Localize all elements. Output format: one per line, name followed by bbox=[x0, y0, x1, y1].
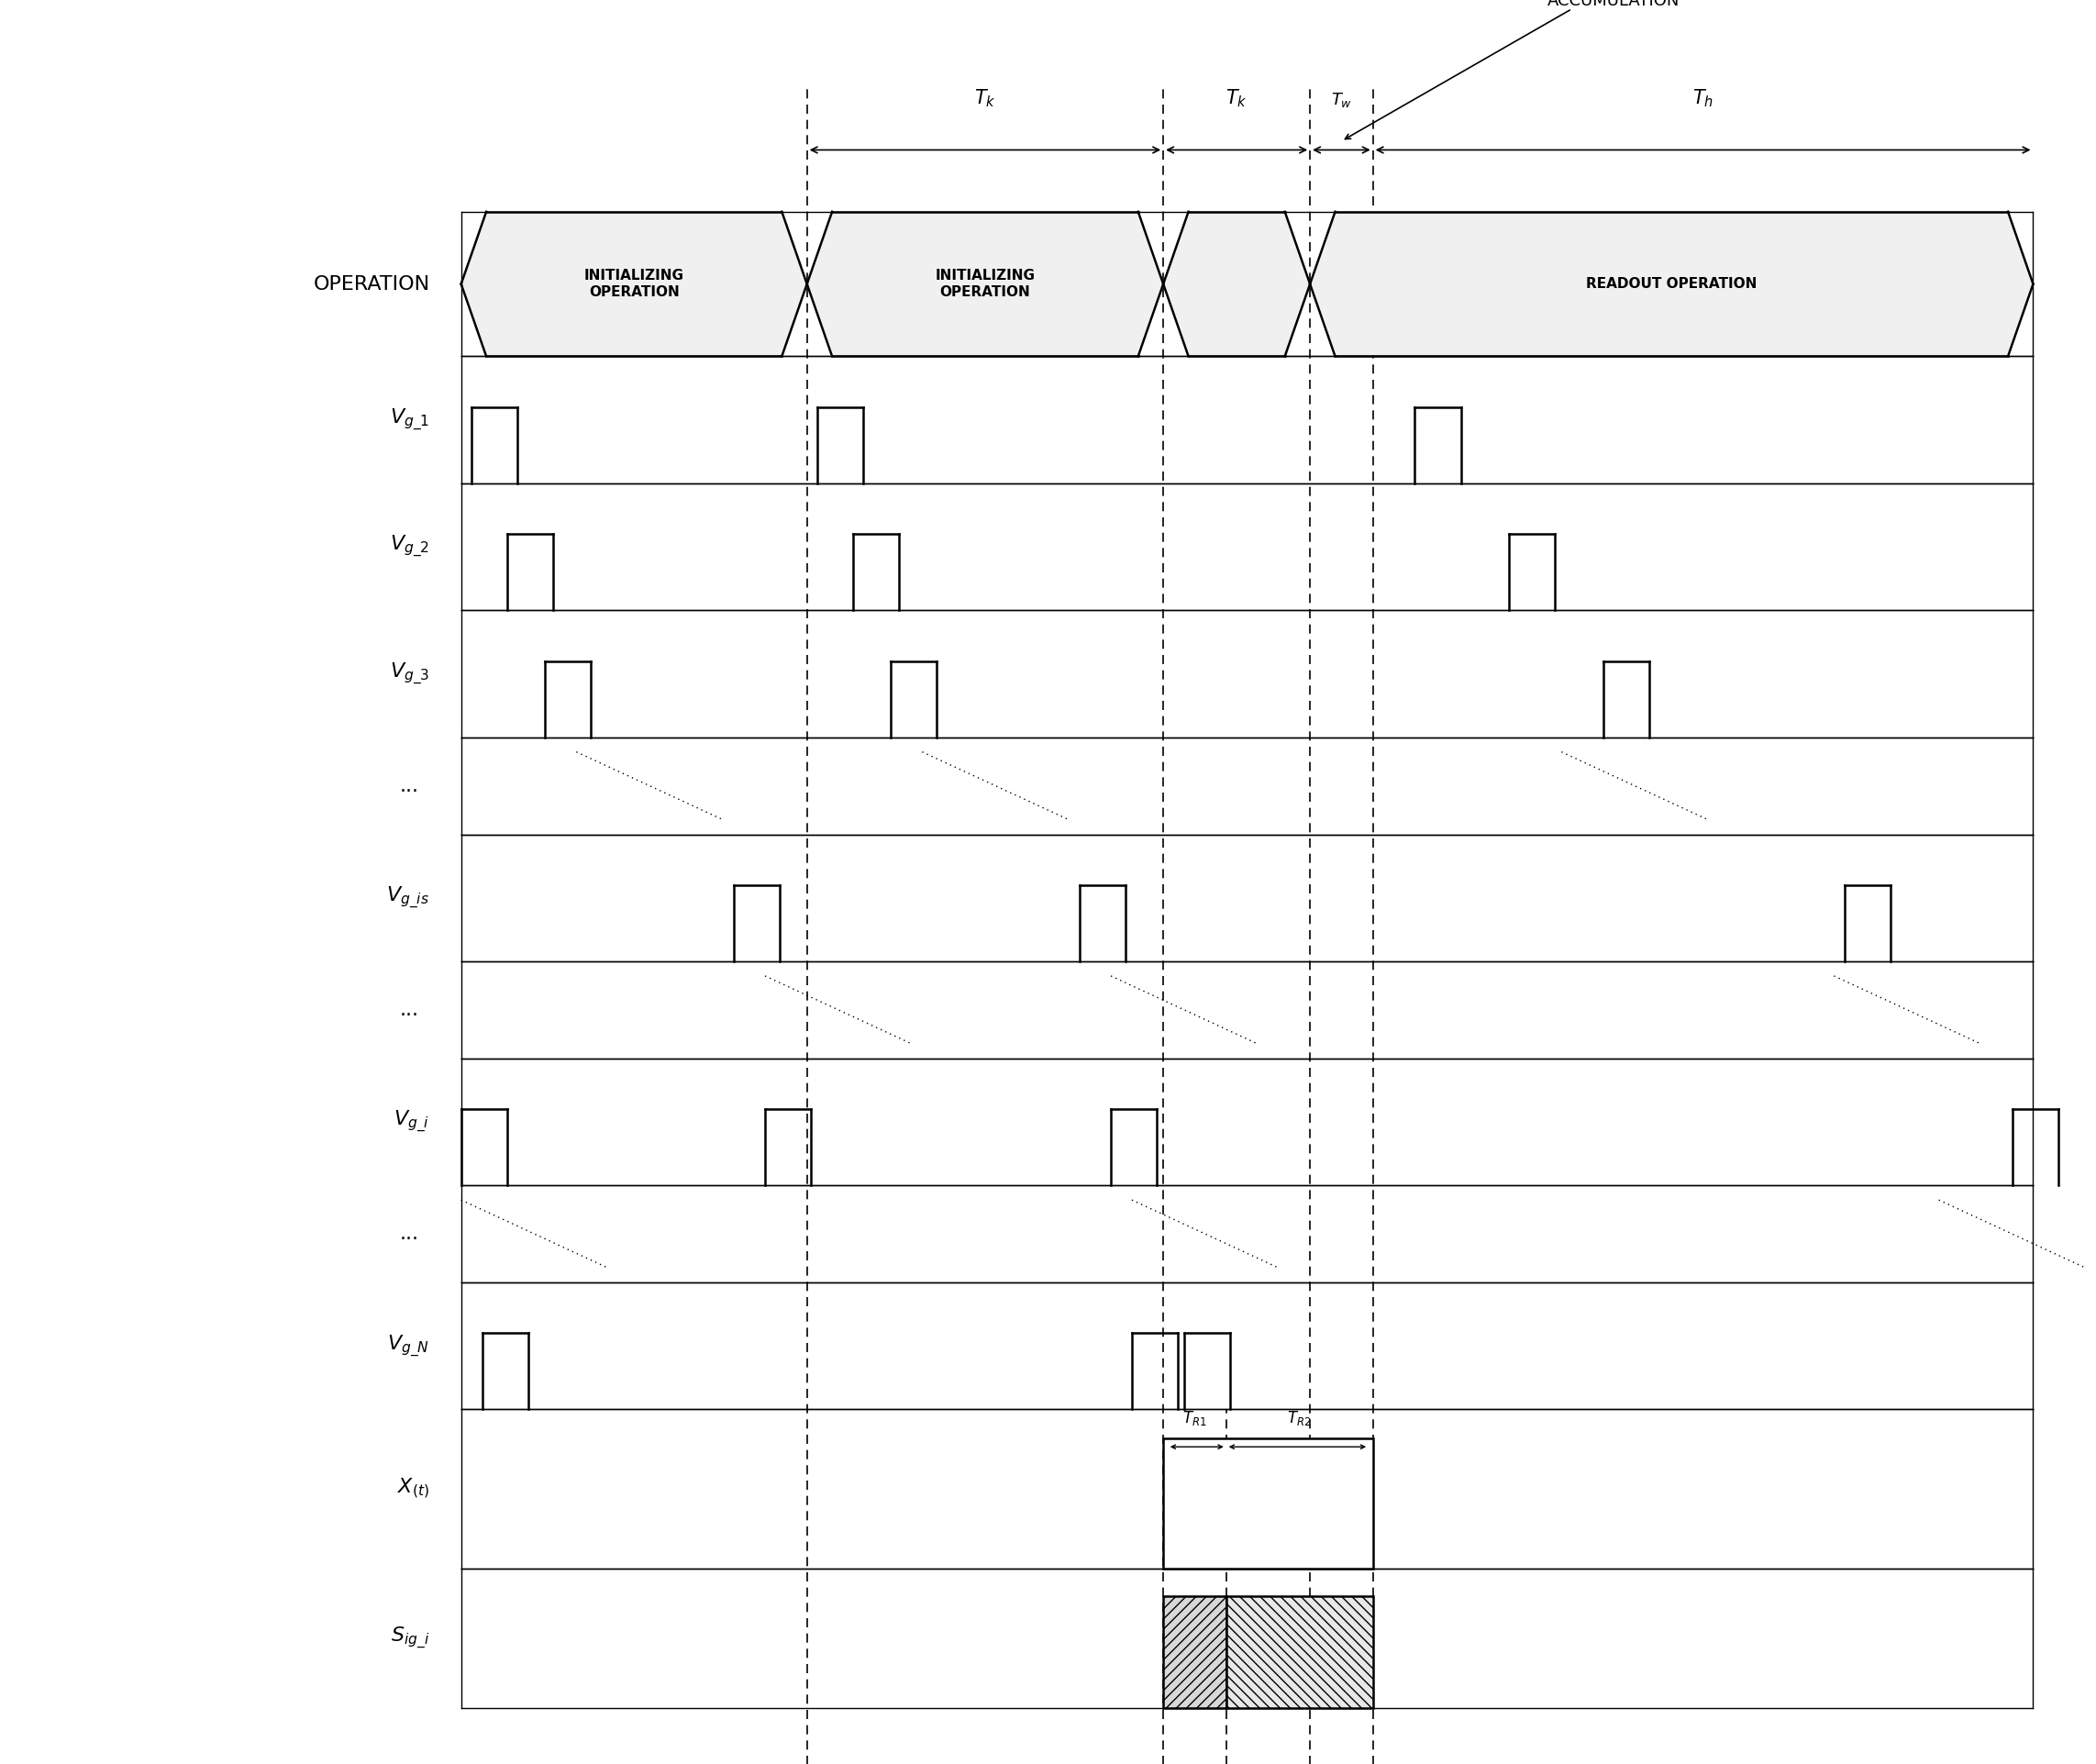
Text: READOUT OPERATION: READOUT OPERATION bbox=[1587, 277, 1756, 291]
Text: $V_{g\_2}$: $V_{g\_2}$ bbox=[390, 534, 430, 559]
Text: $T_k$: $T_k$ bbox=[975, 88, 996, 109]
Text: $T_{R1}$: $T_{R1}$ bbox=[1182, 1409, 1207, 1427]
Polygon shape bbox=[1163, 212, 1310, 356]
Polygon shape bbox=[807, 212, 1163, 356]
Text: $T_w$: $T_w$ bbox=[1331, 92, 1352, 109]
Text: $T_k$: $T_k$ bbox=[1226, 88, 1247, 109]
Text: ...: ... bbox=[400, 1224, 419, 1244]
Text: $S_{ig\_i}$: $S_{ig\_i}$ bbox=[390, 1625, 430, 1651]
Text: $V_{g\_3}$: $V_{g\_3}$ bbox=[390, 662, 430, 686]
Polygon shape bbox=[1310, 212, 2033, 356]
Text: $T_h$: $T_h$ bbox=[1691, 88, 1715, 109]
Text: ...: ... bbox=[400, 1000, 419, 1020]
Text: $V_{g\_i}$: $V_{g\_i}$ bbox=[394, 1110, 430, 1134]
Text: INITIALIZING
OPERATION: INITIALIZING OPERATION bbox=[935, 270, 1035, 298]
Text: $T_{R2}$: $T_{R2}$ bbox=[1287, 1409, 1312, 1427]
Text: ACCUMULATION: ACCUMULATION bbox=[1547, 0, 1681, 9]
Bar bbox=[1163, 1438, 1373, 1568]
Text: ...: ... bbox=[400, 776, 419, 796]
Text: $V_{g\_1}$: $V_{g\_1}$ bbox=[390, 407, 430, 432]
Text: $V_{g\_is}$: $V_{g\_is}$ bbox=[386, 886, 430, 910]
Text: $X_{(t)}$: $X_{(t)}$ bbox=[398, 1476, 430, 1501]
Polygon shape bbox=[461, 212, 807, 356]
Text: OPERATION: OPERATION bbox=[312, 275, 430, 293]
Bar bbox=[1163, 1596, 1226, 1708]
Text: INITIALIZING
OPERATION: INITIALIZING OPERATION bbox=[585, 270, 683, 298]
Text: $V_{g\_N}$: $V_{g\_N}$ bbox=[388, 1334, 430, 1358]
Bar bbox=[1226, 1596, 1373, 1708]
